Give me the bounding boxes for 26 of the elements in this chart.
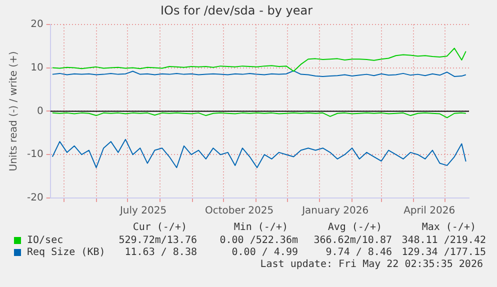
text: 129.34 /177.15 [402, 247, 486, 258]
text: Max (-/+) [422, 222, 476, 233]
y-axis-title: Units read (-) / write (+) [8, 51, 20, 172]
text: 0.00 /522.36m [220, 235, 298, 246]
text: 0.00 / 4.99 [232, 247, 298, 258]
chart-title: IOs for /dev/sda - by year [160, 3, 313, 18]
text: Cur (-/+) [132, 222, 187, 233]
y-tick-label: -10 [26, 149, 44, 160]
y-tick-label: -20 [26, 192, 44, 204]
x-tick-label: April 2026 [404, 206, 456, 217]
y-tick-label: 10 [30, 62, 44, 74]
legend-label: IO/sec [27, 235, 64, 246]
text: Avg (-/+) [328, 222, 382, 233]
legend-label: Req Size (KB) [27, 247, 106, 258]
text: 348.11 /219.42 [402, 235, 486, 246]
text: Last update: Fri May 22 02:35:35 2026 [260, 259, 483, 270]
y-tick-label: 0 [36, 106, 44, 117]
text: 9.74 / 8.46 [326, 247, 392, 258]
text: Min (-/+) [234, 222, 288, 233]
text: 366.62m/10.87 [314, 235, 392, 246]
x-tick-label: January 2026 [301, 206, 369, 217]
text: 529.72m/13.76 [118, 235, 197, 246]
x-tick-label: October 2025 [204, 206, 274, 217]
text: 11.63 / 8.38 [124, 247, 197, 258]
y-tick-label: 20 [30, 18, 44, 30]
x-tick-label: July 2025 [118, 206, 167, 217]
